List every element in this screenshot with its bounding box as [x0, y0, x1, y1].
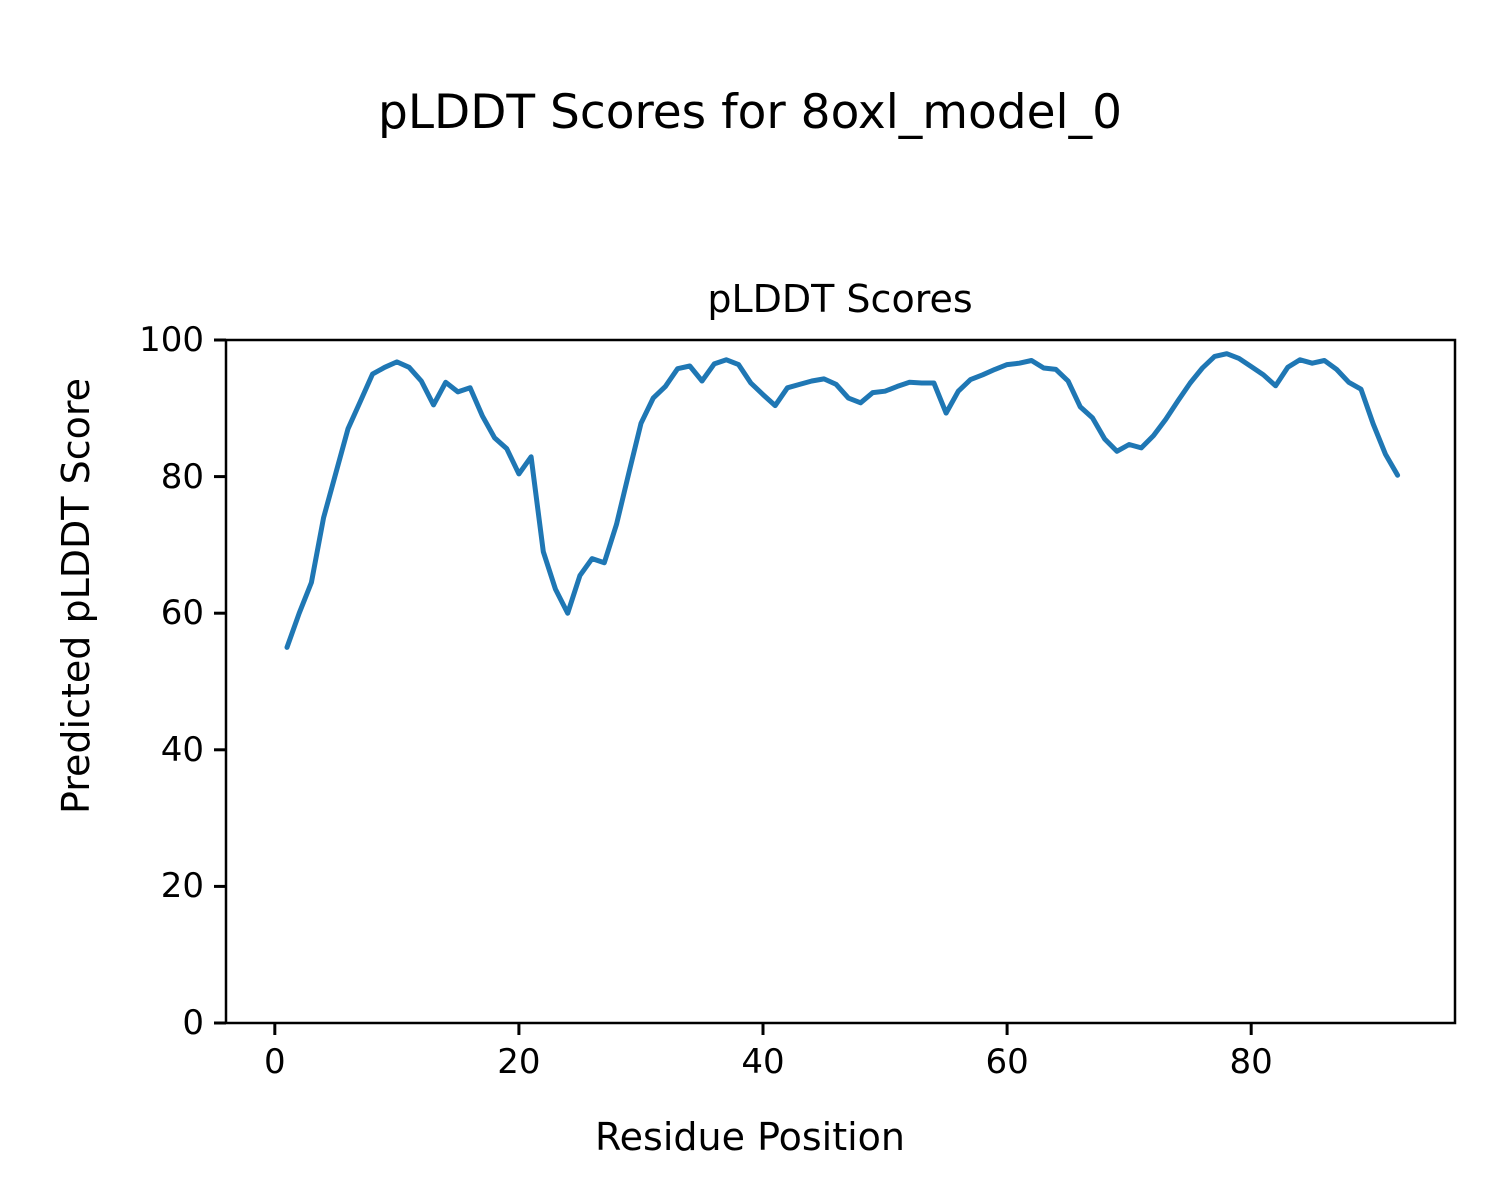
y-tick-label: 40 [160, 729, 204, 770]
y-tick-label: 20 [160, 866, 204, 907]
axis-ticks [214, 338, 1253, 1035]
x-tick-label: 80 [1229, 1042, 1273, 1082]
axes-title: pLDDT Scores [707, 277, 973, 321]
y-tick-label: 100 [139, 320, 204, 360]
y-tick-label: 60 [160, 593, 204, 634]
x-tick-label: 60 [985, 1042, 1029, 1082]
axes-frame [224, 338, 1457, 1025]
plddt-line-series [284, 351, 1401, 650]
x-axis-label: Residue Position [594, 1115, 906, 1159]
y-tick-label: 0 [182, 1003, 204, 1043]
x-tick-label: 40 [741, 1042, 785, 1082]
x-tick-label: 20 [497, 1042, 541, 1082]
y-tick-label: 80 [160, 456, 204, 497]
x-tick-label: 0 [263, 1042, 286, 1082]
figure-suptitle: pLDDT Scores for 8oxl_model_0 [377, 85, 1122, 140]
